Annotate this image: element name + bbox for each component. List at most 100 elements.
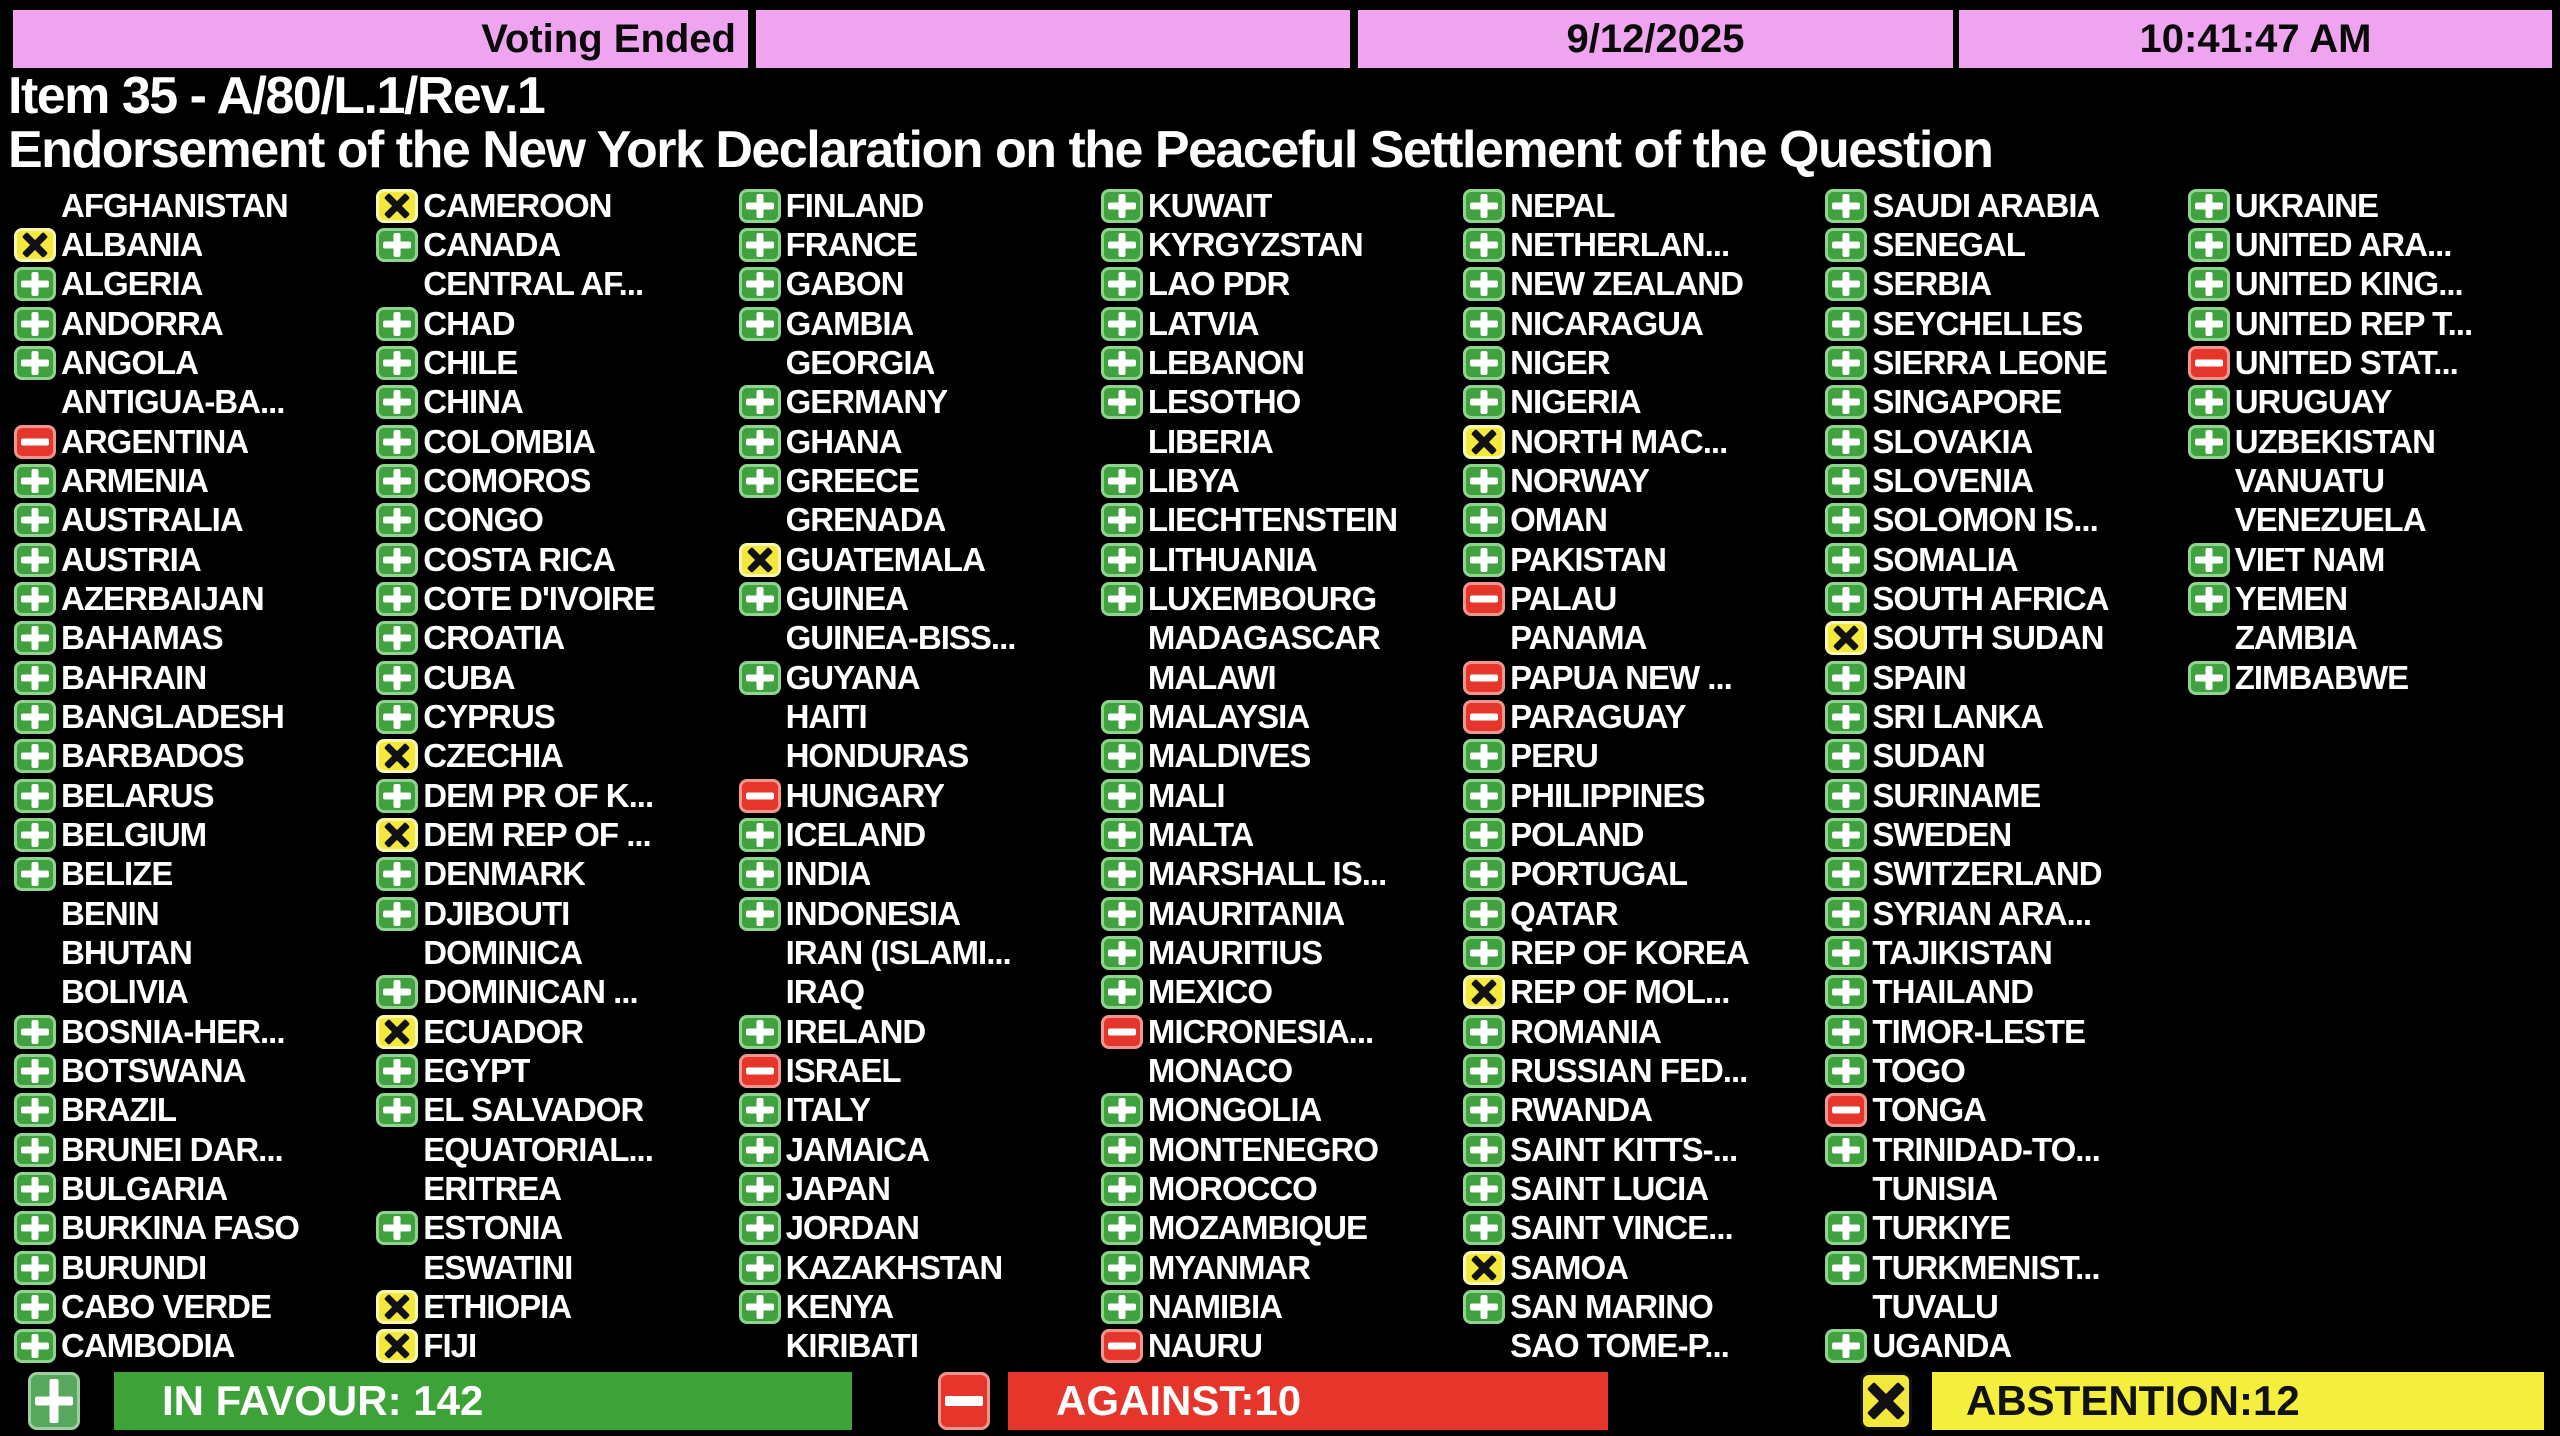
country-row: TIMOR-LESTE [1825, 1012, 2187, 1051]
in-favour-icon [14, 1250, 56, 1285]
country-row: SYRIAN ARA... [1825, 894, 2187, 933]
no-vote-placeholder [739, 1329, 781, 1363]
country-name: KENYA [785, 1287, 894, 1325]
country-row: BAHRAIN [14, 658, 376, 697]
status-bar-spacer [756, 10, 1350, 68]
no-vote-placeholder [1101, 425, 1143, 459]
country-name: SYRIAN ARA... [1872, 894, 2092, 932]
in-favour-icon [2187, 385, 2230, 420]
country-name: JAMAICA [785, 1130, 929, 1168]
country-row: RWANDA [1463, 1091, 1825, 1130]
country-name: ALBANIA [61, 225, 203, 263]
country-column-1: AFGHANISTAN ALBANIA ALGERIA ANDORRA ANGOLA AN… [14, 186, 376, 1366]
in-favour-icon [738, 581, 781, 616]
country-name: TAJIKISTAN [1872, 933, 2052, 971]
country-row: AZERBAIJAN [14, 579, 376, 618]
country-row: ITALY [738, 1091, 1101, 1130]
voting-status-bar: Voting Ended [13, 10, 748, 68]
country-column-3: FINLAND FRANCE GABON GAMBIA GEORGIA GERMANY GH… [738, 186, 1101, 1366]
country-row: SERBIA [1825, 265, 2187, 304]
country-row: NAMIBIA [1100, 1287, 1463, 1326]
in-favour-total-label: IN FAVOUR: 142 [162, 1377, 484, 1424]
in-favour-icon [14, 503, 56, 538]
country-name: EQUATORIAL... [423, 1130, 653, 1168]
country-row: UKRAINE [2187, 186, 2550, 225]
country-name: MYANMAR [1147, 1248, 1311, 1286]
in-favour-icon [14, 581, 56, 616]
country-name: SWITZERLAND [1872, 855, 2102, 893]
country-name: BENIN [61, 894, 159, 932]
country-row: YEMEN [2187, 579, 2550, 618]
country-row: NEPAL [1463, 186, 1825, 225]
country-column-2: CAMEROON CANADA CENTRAL AF... CHAD CHILE CHIN… [376, 186, 738, 1366]
country-row: MONGOLIA [1100, 1091, 1463, 1130]
country-name: SEYCHELLES [1872, 304, 2083, 342]
country-row: AFGHANISTAN [14, 186, 376, 225]
country-name: GUYANA [785, 658, 920, 696]
in-favour-icon [1100, 581, 1143, 616]
time-label: 10:41:47 AM [2139, 17, 2372, 61]
in-favour-icon [14, 345, 56, 380]
country-name: LESOTHO [1147, 383, 1301, 421]
in-favour-icon [1825, 817, 1868, 852]
country-row: SAINT LUCIA [1463, 1169, 1825, 1208]
country-name: DOMINICA [423, 933, 583, 971]
country-row: BELGIUM [14, 815, 376, 854]
in-favour-icon [738, 424, 781, 459]
country-row: GHANA [738, 422, 1101, 461]
in-favour-icon [1825, 1211, 1868, 1246]
country-row: SAINT KITTS-... [1463, 1130, 1825, 1169]
in-favour-icon [1100, 306, 1143, 341]
country-row: CROATIA [376, 619, 738, 658]
country-row: KUWAIT [1100, 186, 1463, 225]
in-favour-icon [1825, 1053, 1868, 1088]
in-favour-icon [14, 1211, 56, 1246]
no-vote-placeholder [739, 936, 781, 970]
in-favour-icon [1100, 1171, 1143, 1206]
country-row: GRENADA [739, 501, 1101, 540]
in-favour-icon [376, 581, 419, 616]
in-favour-icon [376, 385, 419, 420]
in-favour-icon [14, 817, 56, 852]
country-row: BRAZIL [14, 1091, 376, 1130]
country-name: GERMANY [785, 383, 948, 421]
time-bar: 10:41:47 AM [1959, 10, 2552, 68]
country-name: CABO VERDE [61, 1287, 272, 1325]
country-row: SPAIN [1825, 658, 2187, 697]
in-favour-icon [1463, 1171, 1506, 1206]
country-row: COMOROS [376, 461, 738, 500]
country-row: ZAMBIA [2188, 619, 2550, 658]
country-row: ANGOLA [14, 343, 376, 382]
country-row: BARBADOS [14, 737, 376, 776]
country-name: LITHUANIA [1147, 540, 1317, 578]
country-name: SOMALIA [1872, 540, 2018, 578]
country-name: CHINA [423, 383, 523, 421]
country-row: PALAU [1463, 579, 1825, 618]
in-favour-icon [2187, 267, 2230, 302]
country-name: GUINEA-BISS... [785, 619, 1016, 657]
in-favour-icon [376, 975, 419, 1010]
country-row: REP OF KOREA [1463, 933, 1825, 972]
against-icon [1100, 1014, 1143, 1049]
in-favour-icon [738, 306, 781, 341]
country-name: TUNISIA [1872, 1169, 1998, 1207]
country-row: VENEZUELA [2188, 501, 2550, 540]
country-row: UNITED ARA... [2187, 225, 2550, 264]
country-row: TURKMENIST... [1825, 1248, 2187, 1287]
country-row: ISRAEL [738, 1051, 1101, 1090]
country-name: ERITREA [423, 1169, 562, 1207]
in-favour-icon [1463, 1053, 1506, 1088]
country-name: DEM REP OF ... [423, 815, 651, 853]
country-row: MAURITIUS [1100, 933, 1463, 972]
in-favour-icon [1463, 345, 1506, 380]
country-row: SUDAN [1825, 737, 2187, 776]
no-vote-placeholder [14, 897, 56, 931]
country-row: UZBEKISTAN [2187, 422, 2550, 461]
country-row: GUATEMALA [738, 540, 1101, 579]
country-name: TRINIDAD-TO... [1872, 1130, 2100, 1168]
country-name: UZBEKISTAN [2234, 422, 2435, 460]
country-row: ANDORRA [14, 304, 376, 343]
country-row: LIBERIA [1101, 422, 1463, 461]
in-favour-icon [1463, 188, 1506, 223]
country-name: VENEZUELA [2234, 501, 2426, 539]
